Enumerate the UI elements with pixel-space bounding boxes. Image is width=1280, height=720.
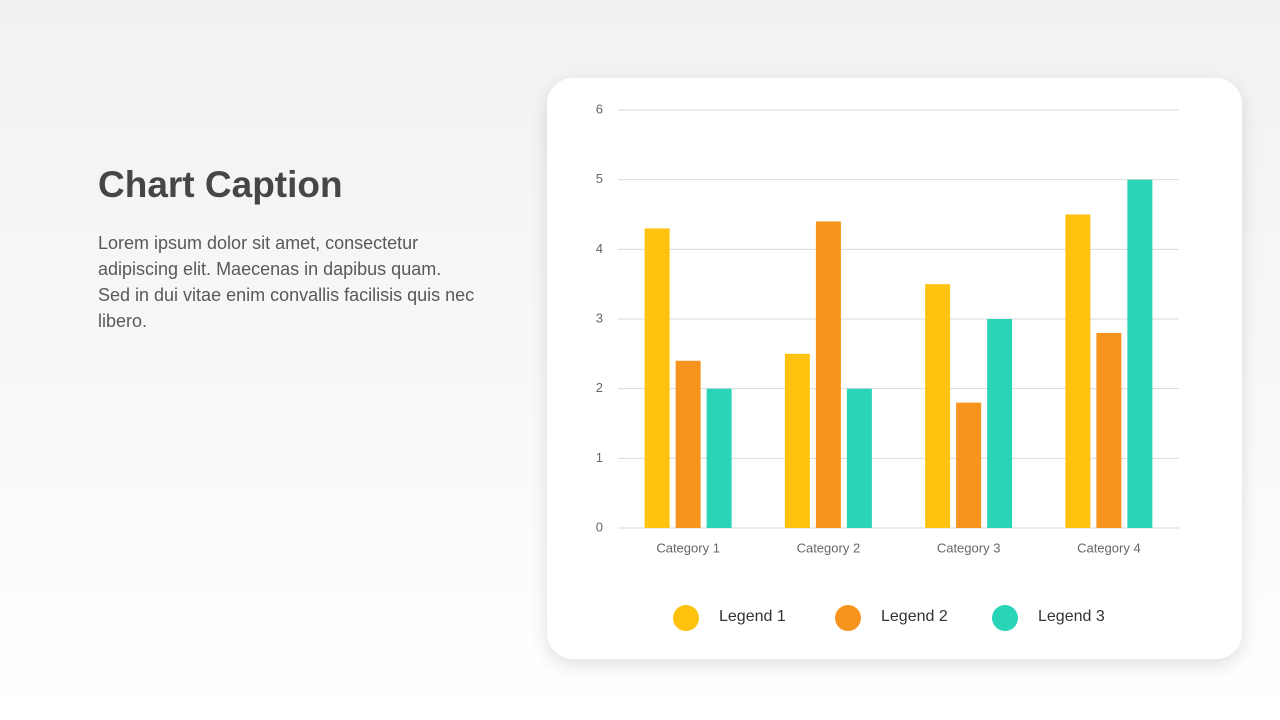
bar [644, 228, 670, 528]
y-tick-label: 1 [596, 450, 603, 465]
x-tick-label: Category 2 [797, 540, 861, 555]
bar [784, 353, 810, 528]
caption-body: Lorem ipsum dolor sit amet, consectetur … [98, 233, 475, 331]
x-tick-label: Category 3 [937, 540, 1001, 555]
bar [706, 388, 732, 528]
legend-marker [992, 605, 1018, 631]
legend-text: Legend 2 [881, 608, 948, 625]
y-tick-label: 6 [596, 101, 603, 116]
bar [956, 402, 982, 528]
bar [1127, 179, 1153, 528]
bar [987, 319, 1013, 528]
y-tick-label: 2 [596, 380, 603, 395]
bar [1065, 214, 1091, 528]
bar [1096, 332, 1122, 528]
legend-text: Legend 1 [719, 608, 786, 625]
bar [846, 388, 872, 528]
y-tick-label: 3 [596, 310, 603, 325]
x-tick-label: Category 4 [1077, 540, 1141, 555]
bar [925, 284, 951, 528]
legend-marker [673, 605, 699, 631]
caption-title: Chart Caption [98, 164, 343, 205]
bar [675, 360, 701, 528]
x-tick-label: Category 1 [656, 540, 720, 555]
legend-marker [835, 605, 861, 631]
legend-text: Legend 3 [1038, 608, 1105, 625]
y-tick-label: 5 [596, 171, 603, 186]
bar [815, 221, 841, 528]
y-tick-label: 4 [596, 241, 603, 256]
y-tick-label: 0 [596, 519, 603, 534]
